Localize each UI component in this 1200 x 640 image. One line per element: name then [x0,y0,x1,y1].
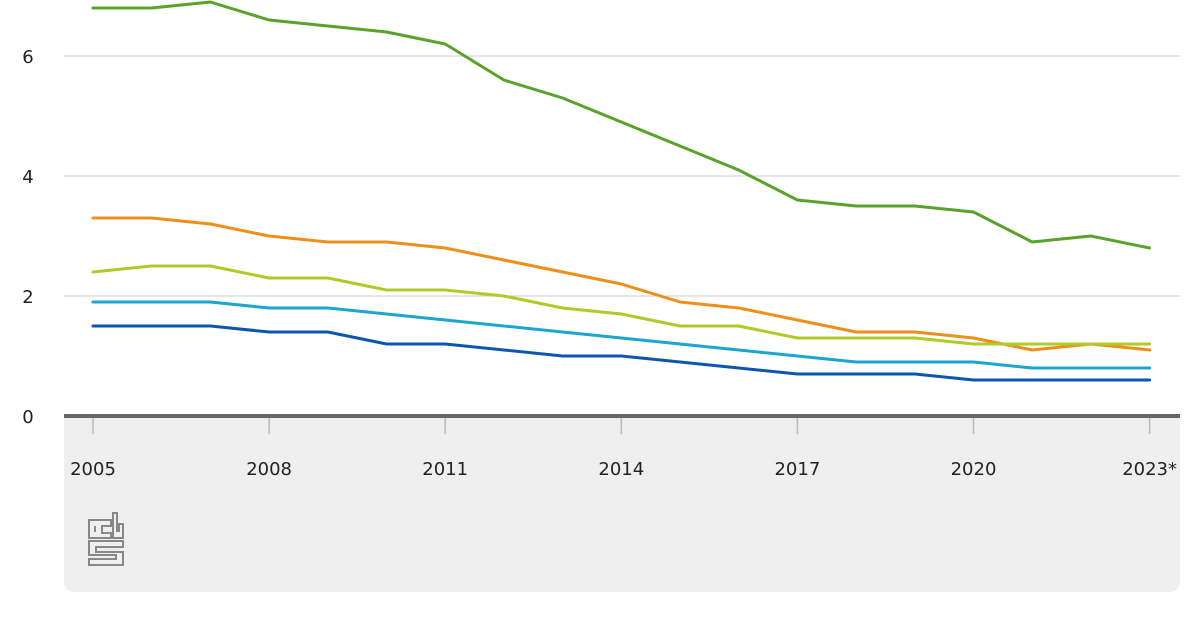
x-tick-label: 2011 [422,459,468,480]
series-line-1 [91,0,1152,250]
series-line-5 [91,324,1152,382]
y-tick-label: 4 [22,167,33,188]
series-line-3 [91,264,1152,346]
x-tick-label: 2017 [774,459,820,480]
x-axis: 2005 2008 2011 2014 2017 2020 2023* [64,414,1180,480]
gridlines [64,55,1180,297]
cbs-logo-icon [88,512,124,566]
y-axis-ticks: 0 2 4 6 [22,47,33,428]
x-tick-label: 2020 [951,459,997,480]
y-tick-label: 0 [22,407,33,428]
x-tick-label: 2008 [246,459,292,480]
x-axis-panel [64,414,1180,592]
series-line-2 [91,216,1152,352]
x-tick-label: 2014 [598,459,644,480]
y-tick-label: 2 [22,287,33,308]
x-tick-label: 2005 [70,459,116,480]
x-tick-label: 2023* [1122,459,1177,480]
series-line-4 [91,300,1152,370]
series-lines [91,0,1152,382]
y-tick-label: 6 [22,47,33,68]
